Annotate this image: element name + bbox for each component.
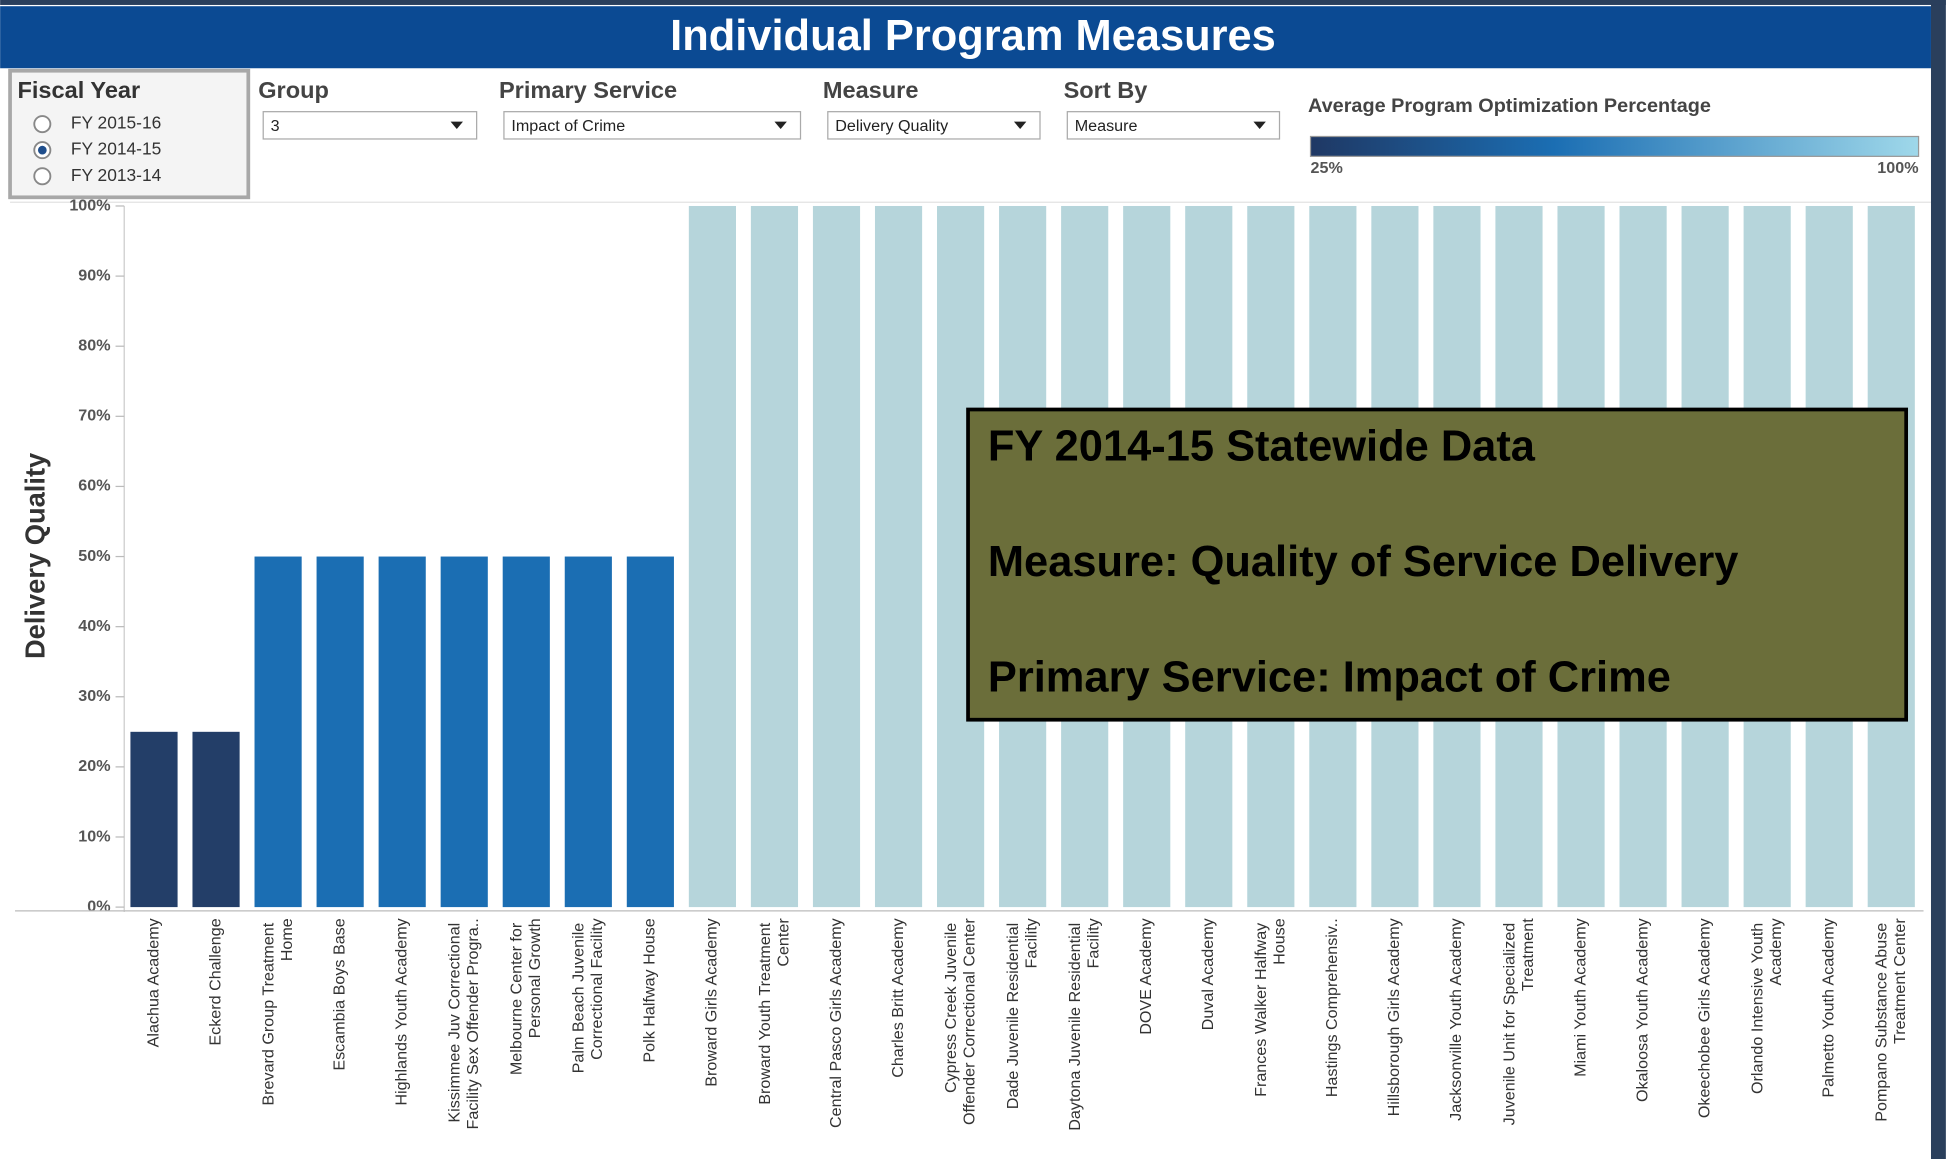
bar xyxy=(564,556,612,908)
radio-label[interactable]: FY 2013-14 xyxy=(71,165,162,185)
dropdown[interactable] xyxy=(827,111,1041,140)
dropdown[interactable] xyxy=(262,111,478,140)
y-tick-label: 100% xyxy=(69,196,110,214)
bar xyxy=(192,731,240,908)
x-tick-label: Kissimmee Juv Correctional Facility Sex … xyxy=(446,918,483,1129)
dropdown-group: Group 3 Primary Service Impact of Crime Meas… xyxy=(258,77,1281,140)
y-tick-label: 20% xyxy=(78,757,110,775)
dropdown-value[interactable]: Delivery Quality xyxy=(835,117,949,135)
fiscal-year-label: Fiscal Year xyxy=(18,77,141,103)
x-tick-label: Hastings Comprehensiv.. xyxy=(1323,918,1341,1097)
dropdown-value[interactable]: Measure xyxy=(1075,117,1138,135)
x-tick-label: Dade Juvenile Residential Facility xyxy=(1004,917,1041,1109)
annotation-line: Measure: Quality of Service Delivery xyxy=(988,538,1739,586)
x-tick-label: Broward Girls Academy xyxy=(703,917,721,1086)
right-border xyxy=(1930,0,1946,1159)
bar xyxy=(130,731,178,908)
y-tick-label: 80% xyxy=(78,336,110,354)
x-tick-label: Central Pasco Girls Academy xyxy=(827,917,845,1128)
bar xyxy=(502,556,550,908)
radio-dot xyxy=(37,145,47,155)
page-title: Individual Program Measures xyxy=(670,12,1276,60)
y-tick-label: 0% xyxy=(87,897,110,915)
y-tick-label: 60% xyxy=(78,477,110,495)
bar xyxy=(812,205,861,908)
dropdown[interactable] xyxy=(503,111,802,140)
y-tick-label: 70% xyxy=(78,407,110,425)
x-tick-label: Pompano Substance Abuse Treatment Center xyxy=(1873,918,1910,1122)
bar xyxy=(688,205,736,908)
dropdown-value[interactable]: Impact of Crime xyxy=(511,117,625,135)
x-tick-label: Okaloosa Youth Academy xyxy=(1633,917,1651,1102)
dropdown-label: Group xyxy=(258,77,329,103)
x-tick-label: Cypress Creek Juvenile Offender Correcti… xyxy=(942,918,979,1125)
header-bar xyxy=(0,6,1931,69)
bar xyxy=(626,556,674,908)
dropdown-arrow xyxy=(1253,121,1266,130)
x-tick-label: Brevard Group Treatment Home xyxy=(260,918,297,1105)
x-tick-label: Melbourne Center for Personal Growth xyxy=(508,918,545,1075)
annotation-text: FY 2014-15 Statewide Data Measure: Qualit… xyxy=(988,423,1739,702)
bar xyxy=(874,205,923,908)
annotation-box xyxy=(966,407,1909,722)
x-tick-label: Okeechobee Girls Academy xyxy=(1695,917,1713,1118)
top-border xyxy=(0,0,1946,5)
x-tick-label: Charles Britt Academy xyxy=(889,917,907,1077)
legend-gradient xyxy=(1309,135,1920,157)
dropdown-label: Measure xyxy=(823,77,919,103)
x-tick-label: DOVE Academy xyxy=(1137,917,1155,1034)
x-tick-label: Daytona Juvenile Residential Facility xyxy=(1066,917,1103,1130)
dropdown-value[interactable]: 3 xyxy=(271,117,280,135)
annotation-line: FY 2014-15 Statewide Data xyxy=(988,423,1536,471)
legend-min: 25% xyxy=(1311,159,1343,177)
x-tick-label: Palmetto Youth Academy xyxy=(1819,917,1837,1097)
dropdown-label: Primary Service xyxy=(499,77,677,103)
annotation-line: Primary Service: Impact of Crime xyxy=(988,653,1671,701)
y-axis-title: Delivery Quality xyxy=(20,452,51,659)
dropdown-arrow xyxy=(774,121,787,130)
x-tick-label: Frances Walker Halfway House xyxy=(1252,918,1289,1097)
radio-label[interactable]: FY 2014-15 xyxy=(71,139,161,159)
x-tick-label: Miami Youth Academy xyxy=(1571,917,1589,1077)
legend-max: 100% xyxy=(1877,159,1918,177)
x-tick-label: Orlando Intensive Youth Academy xyxy=(1749,917,1786,1094)
y-tick-label: 50% xyxy=(78,547,110,565)
y-tick-label: 10% xyxy=(78,827,110,845)
x-tick-label: Palm Beach Juvenile Correctional Facilit… xyxy=(570,917,607,1073)
x-tick-label: Polk Halfway House xyxy=(641,918,659,1062)
bar xyxy=(750,205,799,908)
bar xyxy=(440,556,488,908)
legend-title: Average Program Optimization Percentage xyxy=(1308,95,1711,117)
x-tick-label: Alachua Academy xyxy=(144,917,162,1047)
dropdown-label: Sort By xyxy=(1064,77,1148,103)
dropdown-arrow xyxy=(450,121,463,130)
bar xyxy=(316,556,364,908)
x-tick-label: Escambia Boys Base xyxy=(330,918,348,1070)
x-tick-label: Juvenile Unit for Specialized Treatment xyxy=(1501,918,1538,1126)
y-tick-label: 40% xyxy=(78,617,110,635)
x-tick-label: Duval Academy xyxy=(1199,917,1217,1030)
y-tick-label: 90% xyxy=(78,266,110,284)
dropdown-arrow xyxy=(1013,121,1027,130)
bar xyxy=(378,556,426,908)
x-tick-label: Hillsborough Girls Academy xyxy=(1385,917,1403,1116)
y-tick-label: 30% xyxy=(78,687,110,705)
x-tick-label: Jacksonville Youth Academy xyxy=(1447,917,1465,1121)
x-tick-label: Broward Youth Treatment Center xyxy=(756,918,793,1105)
radio-group: FY 2015-16 FY 2014-15 FY 2013-14 xyxy=(33,113,162,186)
radio-button[interactable] xyxy=(33,115,52,134)
radio-label[interactable]: FY 2015-16 xyxy=(71,113,161,133)
dropdown[interactable] xyxy=(1066,111,1281,140)
x-tick-label: Highlands Youth Academy xyxy=(392,917,410,1105)
x-tick-label: Eckerd Challenge xyxy=(206,918,224,1045)
bar xyxy=(254,556,302,908)
radio-button[interactable] xyxy=(33,167,52,186)
